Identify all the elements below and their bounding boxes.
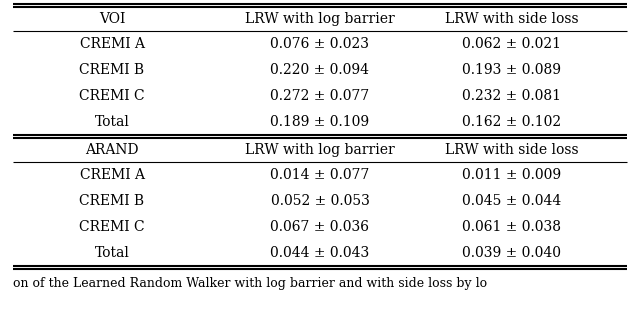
- Text: Total: Total: [95, 115, 129, 129]
- Text: CREMI B: CREMI B: [79, 194, 145, 208]
- Text: 0.052 ± 0.053: 0.052 ± 0.053: [271, 194, 369, 208]
- Text: 0.014 ± 0.077: 0.014 ± 0.077: [270, 168, 370, 182]
- Text: 0.062 ± 0.021: 0.062 ± 0.021: [463, 37, 561, 51]
- Text: CREMI B: CREMI B: [79, 63, 145, 77]
- Text: 0.076 ± 0.023: 0.076 ± 0.023: [271, 37, 369, 51]
- Text: 0.189 ± 0.109: 0.189 ± 0.109: [271, 115, 369, 129]
- Text: 0.044 ± 0.043: 0.044 ± 0.043: [270, 246, 370, 260]
- Text: LRW with side loss: LRW with side loss: [445, 143, 579, 157]
- Text: 0.045 ± 0.044: 0.045 ± 0.044: [462, 194, 562, 208]
- Text: 0.220 ± 0.094: 0.220 ± 0.094: [271, 63, 369, 77]
- Text: 0.272 ± 0.077: 0.272 ± 0.077: [270, 89, 370, 103]
- Text: CREMI C: CREMI C: [79, 89, 145, 103]
- Text: 0.162 ± 0.102: 0.162 ± 0.102: [463, 115, 561, 129]
- Text: Total: Total: [95, 246, 129, 260]
- Text: LRW with log barrier: LRW with log barrier: [245, 12, 395, 26]
- Text: ARAND: ARAND: [85, 143, 139, 157]
- Text: CREMI A: CREMI A: [79, 168, 145, 182]
- Text: LRW with log barrier: LRW with log barrier: [245, 143, 395, 157]
- Text: 0.193 ± 0.089: 0.193 ± 0.089: [463, 63, 561, 77]
- Text: on of the Learned Random Walker with log barrier and with side loss by lo: on of the Learned Random Walker with log…: [13, 276, 487, 290]
- Text: 0.061 ± 0.038: 0.061 ± 0.038: [463, 220, 561, 234]
- Text: 0.011 ± 0.009: 0.011 ± 0.009: [463, 168, 561, 182]
- Text: LRW with side loss: LRW with side loss: [445, 12, 579, 26]
- Text: VOI: VOI: [99, 12, 125, 26]
- Text: CREMI C: CREMI C: [79, 220, 145, 234]
- Text: CREMI A: CREMI A: [79, 37, 145, 51]
- Text: 0.232 ± 0.081: 0.232 ± 0.081: [463, 89, 561, 103]
- Text: 0.039 ± 0.040: 0.039 ± 0.040: [463, 246, 561, 260]
- Text: 0.067 ± 0.036: 0.067 ± 0.036: [271, 220, 369, 234]
